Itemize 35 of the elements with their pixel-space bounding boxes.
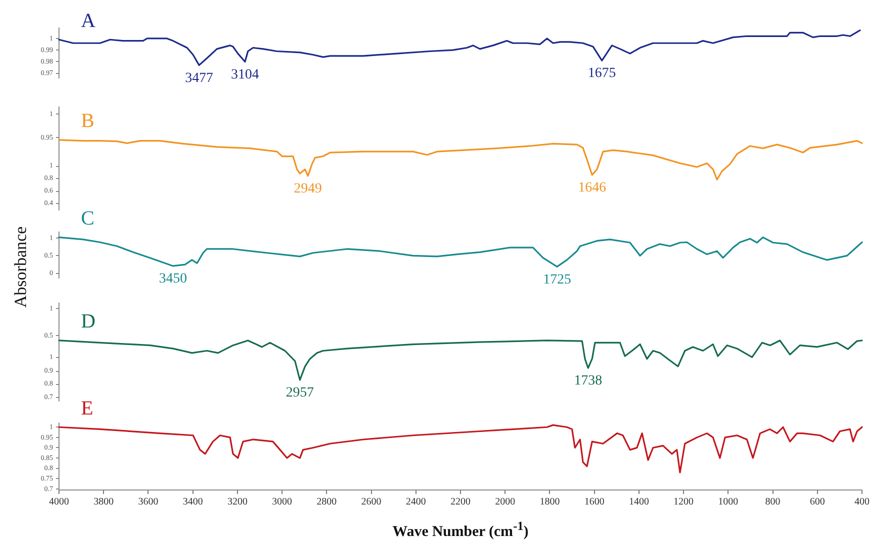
x-tick-label: 1800 bbox=[540, 496, 560, 508]
annotation: 3450 bbox=[158, 272, 187, 287]
x-tick-label: 2000 bbox=[495, 496, 516, 508]
x-tick-label: 400 bbox=[854, 496, 870, 508]
x-tick-label: 1400 bbox=[628, 496, 649, 508]
x-tick-label: 2800 bbox=[316, 496, 337, 508]
x-tick-label: 2400 bbox=[406, 496, 426, 508]
x-tick-label: 3000 bbox=[272, 496, 292, 508]
series-label: A bbox=[81, 10, 96, 32]
x-tick-label: 3800 bbox=[94, 496, 114, 508]
annotation: 2957 bbox=[286, 386, 314, 401]
annotation: 1738 bbox=[574, 374, 602, 389]
annotation: 1675 bbox=[588, 66, 616, 82]
x-tick-label: 2200 bbox=[450, 496, 470, 508]
annotation: 1646 bbox=[578, 180, 606, 196]
y-axis-title: Absorbance bbox=[11, 226, 31, 308]
x-axis-title: Wave Number (cm$^{-1}$) bbox=[392, 518, 530, 542]
x-tick-label: 2600 bbox=[361, 496, 382, 508]
series-label: E bbox=[81, 397, 94, 420]
x-tick-label: 800 bbox=[765, 496, 780, 508]
x-tick-label: 600 bbox=[810, 496, 825, 508]
annotation: 1725 bbox=[543, 272, 572, 288]
series-label: D bbox=[81, 310, 96, 333]
annotation: 3477 bbox=[185, 70, 214, 86]
x-tick-label: 3200 bbox=[227, 496, 248, 508]
series-label: C bbox=[81, 208, 94, 230]
x-tick-label: 1600 bbox=[584, 496, 604, 508]
annotation: 2949 bbox=[294, 182, 322, 197]
x-tick-label: 3600 bbox=[138, 496, 158, 508]
x-tick-label: 1200 bbox=[674, 496, 694, 508]
x-tick-label: 4000 bbox=[49, 496, 69, 508]
x-tick-label: 3400 bbox=[182, 496, 203, 508]
annotation: 3104 bbox=[231, 67, 260, 82]
x-tick-label: 1000 bbox=[718, 496, 738, 508]
series-label: B bbox=[81, 110, 94, 132]
